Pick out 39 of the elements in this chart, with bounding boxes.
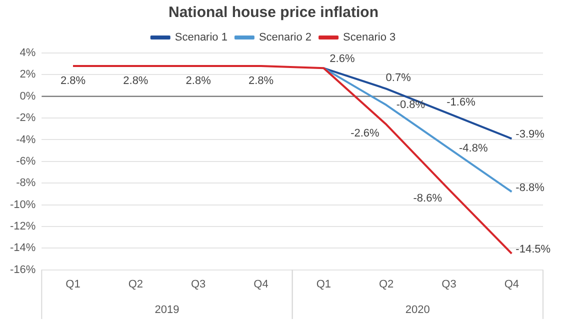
y-tick-label: -12% <box>10 220 36 232</box>
y-tick-label: -8% <box>16 177 36 190</box>
data-label: -14.5% <box>516 244 551 256</box>
legend-label: Scenario 3 <box>343 32 396 44</box>
y-tick-label: -10% <box>10 198 36 211</box>
x-tick-label: Q1 <box>66 278 80 290</box>
chart-title: National house price inflation <box>168 4 379 22</box>
legend-label: Scenario 2 <box>258 32 312 44</box>
data-label: -8.6% <box>413 192 442 205</box>
data-label: -0.8% <box>396 99 426 112</box>
x-tick-label: Q2 <box>378 278 394 290</box>
data-label: -2.6% <box>350 128 380 140</box>
y-tick-label: -16% <box>10 264 36 276</box>
x-tick-label: Q1 <box>316 278 332 290</box>
text: 2020 <box>405 304 430 316</box>
data-label: -8.8% <box>516 182 545 194</box>
data-label: 2.8% <box>123 75 148 88</box>
data-label: 2.8% <box>60 75 86 88</box>
data-label: 0.7% <box>386 72 412 84</box>
x-tick-label: Q3 <box>442 278 456 290</box>
y-tick-label: -2% <box>16 112 36 124</box>
data-label: 2.8% <box>186 75 212 88</box>
y-tick-label: 2% <box>20 68 36 81</box>
x-tick-label: Q4 <box>254 278 268 290</box>
text: 2019 <box>154 304 180 316</box>
data-label: -4.8% <box>459 142 488 154</box>
y-tick-label: -14% <box>10 242 36 254</box>
x-tick-label: Q3 <box>191 278 206 290</box>
data-label: 2.6% <box>330 53 355 66</box>
x-tick-label: Q2 <box>128 278 144 290</box>
data-label: -3.9% <box>516 128 545 141</box>
y-tick-label: 4% <box>20 47 36 60</box>
data-label: -1.6% <box>446 96 476 109</box>
y-tick-label: -6% <box>16 155 36 168</box>
legend-label: Scenario 1 <box>174 32 228 44</box>
data-label: 2.8% <box>248 75 274 88</box>
y-tick-label: 0% <box>20 90 36 102</box>
y-tick-label: -4% <box>16 134 36 146</box>
x-tick-label: Q4 <box>504 278 520 290</box>
